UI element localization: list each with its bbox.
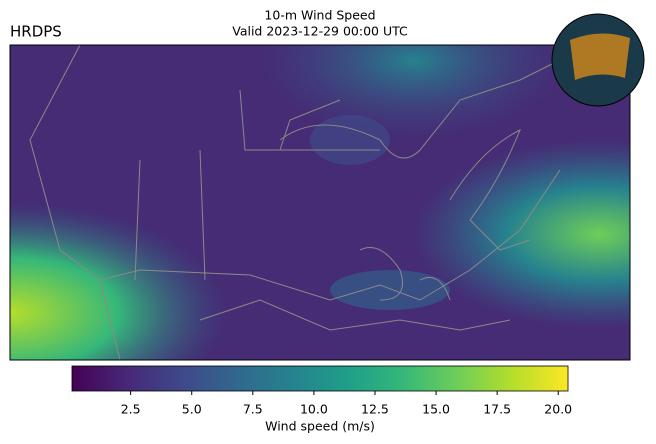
globe-inset: [551, 13, 645, 107]
model-label: HRDPS: [10, 23, 62, 41]
tick-label: 12.5: [361, 402, 389, 417]
tick-label: 10.0: [300, 402, 328, 417]
map-frame: [9, 44, 631, 361]
colorbar: [71, 365, 569, 392]
tick-label: 7.5: [243, 402, 263, 417]
tick-label: 17.5: [483, 402, 511, 417]
colorbar-label: Wind speed (m/s): [265, 419, 375, 434]
map-subtitle: Valid 2023-12-29 00:00 UTC: [232, 24, 408, 39]
tick-label: 2.5: [121, 402, 141, 417]
tick-label: 15.0: [422, 402, 450, 417]
map-field: [10, 45, 630, 360]
tick-label: 5.0: [182, 402, 202, 417]
map-title: 10-m Wind Speed: [264, 8, 375, 23]
tick-label: 20.0: [544, 402, 572, 417]
